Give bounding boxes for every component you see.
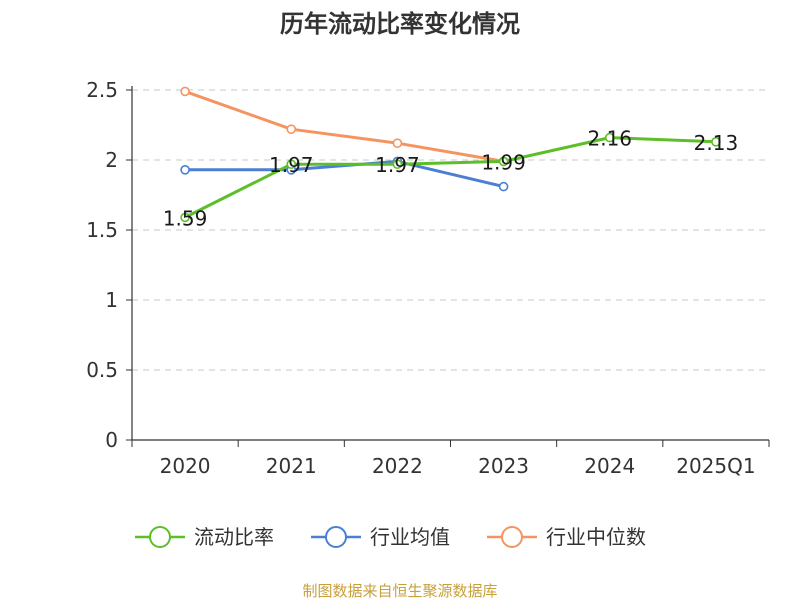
data-point	[180, 86, 190, 97]
grid-lines	[132, 89, 769, 371]
x-tick-label: 2022	[372, 454, 423, 478]
data-point	[498, 156, 509, 167]
source-note: 制图数据来自恒生聚源数据库	[302, 582, 497, 600]
data-label: 1.99	[481, 150, 526, 174]
y-tick-label: 0	[105, 428, 118, 452]
y-tick-label: 1.5	[86, 218, 118, 242]
y-tick-label: 1	[105, 288, 118, 312]
data-point	[286, 159, 297, 169]
legend-label: 行业均值	[370, 525, 450, 549]
data-point	[180, 212, 190, 223]
legend-marker	[501, 526, 523, 548]
data-point	[392, 159, 403, 169]
data-labels: 1.59 1.97 1.97 1.99 2.16 2.13	[163, 127, 738, 231]
chart-title: 历年流动比率变化情况	[280, 10, 520, 38]
data-label: 2.13	[694, 131, 739, 155]
series-lines	[180, 86, 721, 223]
data-point	[711, 137, 721, 147]
legend-marker	[325, 526, 347, 548]
series-line	[184, 136, 716, 219]
y-tick-label: 2.5	[86, 78, 118, 102]
series-line	[184, 89, 504, 163]
legend-marker	[149, 526, 171, 548]
legend-item-1[interactable]: 行业均值	[311, 525, 450, 549]
y-tick-label: 0.5	[86, 358, 118, 382]
data-label: 1.97	[375, 153, 420, 177]
y-tick-label: 2	[105, 148, 118, 172]
series-0	[180, 132, 721, 223]
data-point	[392, 138, 403, 148]
x-tick-label: 2023	[478, 454, 529, 478]
legend-item-0[interactable]: 流动比率	[135, 525, 274, 549]
legend: 流动比率 行业均值 行业中位数	[135, 525, 646, 549]
legend-item-2[interactable]: 行业中位数	[487, 525, 646, 549]
series-2	[180, 86, 509, 167]
axes: 0 0.5 1 1.5 2 2.5 2020 2021 2022 2023 2024 2025Q1	[86, 78, 770, 478]
data-point	[604, 132, 615, 143]
data-point	[498, 181, 509, 192]
data-label: 2.16	[587, 127, 632, 151]
x-tick-label: 2021	[266, 454, 317, 478]
legend-label: 流动比率	[194, 525, 274, 549]
x-tick-label: 2020	[160, 454, 211, 478]
x-tick-label: 2025Q1	[676, 454, 755, 478]
data-label: 1.97	[269, 153, 314, 177]
x-tick-label: 2024	[584, 454, 635, 478]
legend-label: 行业中位数	[546, 525, 646, 549]
data-point	[180, 165, 190, 175]
data-point	[286, 124, 297, 134]
data-label: 1.59	[163, 206, 208, 230]
